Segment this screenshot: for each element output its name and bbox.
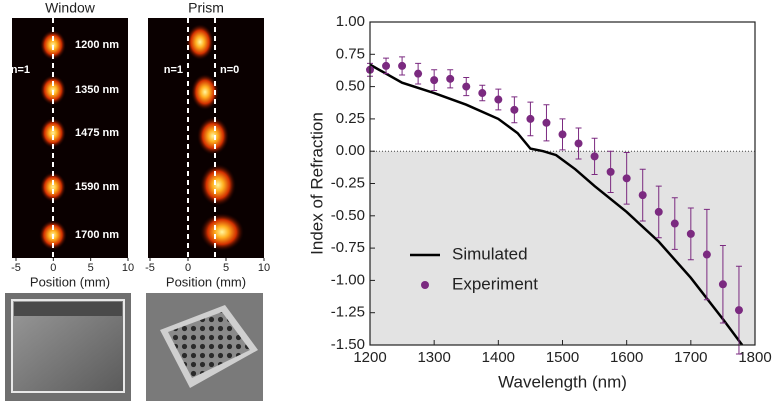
experiment-point bbox=[414, 69, 423, 78]
negative-region bbox=[370, 151, 755, 345]
experiment-point bbox=[510, 105, 519, 114]
annotation: 1590 nm bbox=[75, 181, 119, 193]
annotation: n=1 bbox=[11, 64, 30, 76]
y-tick-label: -1.50 bbox=[331, 336, 365, 353]
experiment-point bbox=[542, 118, 551, 127]
x-tick-label: -5 bbox=[11, 262, 21, 274]
experiment-point bbox=[606, 167, 615, 176]
legend-label: Experiment bbox=[452, 274, 538, 293]
x-tick-label: 1300 bbox=[417, 349, 450, 366]
x-tick-label: 5 bbox=[88, 262, 94, 274]
x-tick-label: 10 bbox=[122, 262, 134, 274]
legend-marker bbox=[421, 281, 429, 289]
beam-spot bbox=[200, 164, 236, 206]
y-tick-label: 0.00 bbox=[336, 142, 365, 159]
experiment-point bbox=[718, 280, 727, 289]
plot-frame bbox=[369, 21, 756, 346]
y-tick-label: -0.25 bbox=[331, 174, 365, 191]
experiment-point bbox=[430, 76, 439, 85]
beam-spot bbox=[40, 172, 66, 202]
y-tick-label: -1.00 bbox=[331, 271, 365, 288]
y-tick-label: 0.50 bbox=[336, 78, 365, 95]
beam-spot bbox=[200, 213, 244, 251]
experiment-point bbox=[398, 61, 407, 70]
sem-window-image bbox=[5, 293, 131, 401]
x-tick-label: 1700 bbox=[674, 349, 707, 366]
experiment-point bbox=[494, 95, 503, 104]
annotation: 1700 nm bbox=[75, 229, 119, 241]
y-tick-label: 0.75 bbox=[336, 45, 365, 62]
beam-spot bbox=[186, 24, 214, 60]
x-tick-label: 1600 bbox=[610, 349, 643, 366]
experiment-point bbox=[702, 250, 711, 259]
experiment-point bbox=[478, 89, 487, 98]
experiment-point bbox=[638, 191, 647, 200]
x-tick-label: 1400 bbox=[482, 349, 515, 366]
beam-image bbox=[12, 18, 128, 258]
y-tick-label: 1.00 bbox=[336, 13, 365, 30]
experiment-point bbox=[590, 152, 599, 161]
beam-spot bbox=[191, 74, 219, 110]
experiment-point bbox=[734, 306, 743, 315]
x-tick-label: 1800 bbox=[738, 349, 771, 366]
x-tick-label: -5 bbox=[145, 262, 155, 274]
experiment-point bbox=[462, 82, 471, 91]
x-tick-label: 5 bbox=[223, 262, 229, 274]
x-tick-label: 1200 bbox=[353, 349, 386, 366]
beam-spot bbox=[40, 118, 66, 148]
x-axis-title: Position (mm) bbox=[30, 274, 110, 289]
sem-prism-image bbox=[146, 293, 263, 401]
x-tick-label: 0 bbox=[50, 262, 56, 274]
experiment-point bbox=[446, 74, 455, 83]
experiment-point bbox=[686, 229, 695, 238]
x-tick-label: 1500 bbox=[546, 349, 579, 366]
panel-title: Prism bbox=[188, 0, 224, 16]
panel-title: Window bbox=[45, 0, 96, 16]
legend-label: Simulated bbox=[452, 244, 528, 263]
annotation: 1475 nm bbox=[75, 127, 119, 139]
experiment-point bbox=[670, 219, 679, 228]
x-tick-label: 0 bbox=[185, 262, 191, 274]
y-tick-label: -0.75 bbox=[331, 239, 365, 256]
experiment-point bbox=[654, 207, 663, 216]
x-tick-label: 10 bbox=[258, 262, 270, 274]
experiment-point bbox=[526, 114, 535, 123]
beam-spot bbox=[197, 117, 229, 155]
y-tick-label: -1.25 bbox=[331, 304, 365, 321]
experiment-point bbox=[558, 130, 567, 139]
y-axis-title: Index of Refraction bbox=[307, 112, 326, 255]
experiment-point bbox=[574, 139, 583, 148]
experiment-point bbox=[622, 174, 631, 183]
x-axis-title: Wavelength (nm) bbox=[498, 372, 627, 391]
experiment-point bbox=[382, 61, 391, 70]
annotation: n=0 bbox=[220, 64, 239, 76]
x-axis-title: Position (mm) bbox=[166, 274, 246, 289]
annotation: 1350 nm bbox=[75, 84, 119, 96]
annotation: 1200 nm bbox=[75, 39, 119, 51]
y-tick-label: -0.50 bbox=[331, 207, 365, 224]
annotation: n=1 bbox=[164, 64, 183, 76]
simulated-line bbox=[370, 63, 744, 345]
y-tick-label: 0.25 bbox=[336, 110, 365, 127]
